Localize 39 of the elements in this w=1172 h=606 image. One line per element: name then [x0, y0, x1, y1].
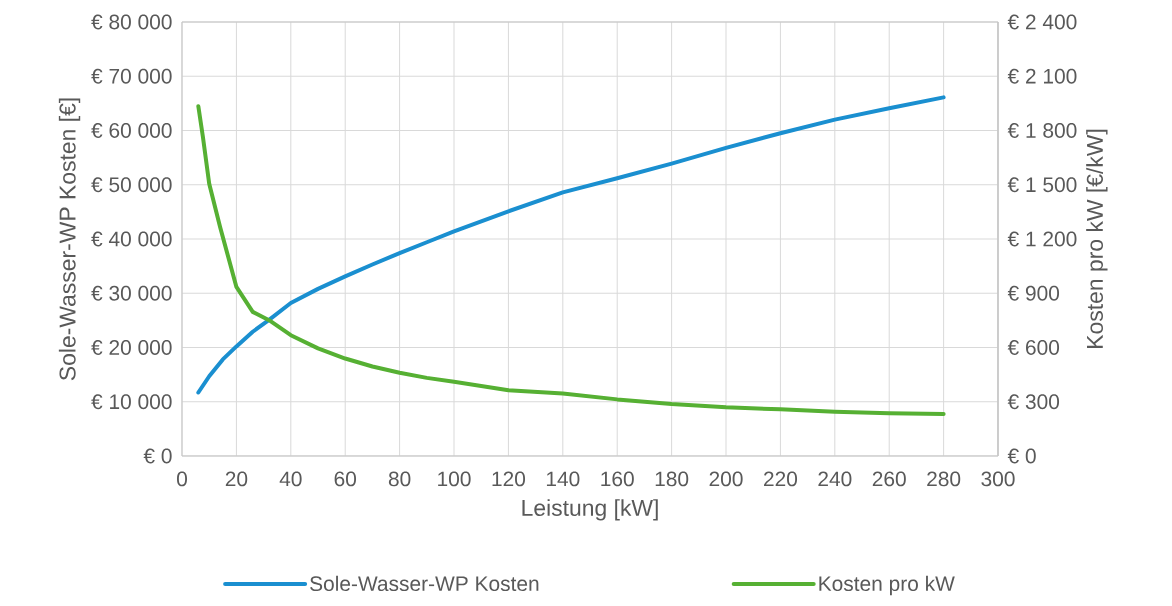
y2-axis-title: Kosten pro kW [€/kW] — [1086, 129, 1108, 348]
x-tick-label: 260 — [872, 471, 906, 487]
y2-tick-label: € 2 100 — [1007, 68, 1077, 84]
y2-tick-label: € 1 500 — [1007, 177, 1077, 193]
y-tick-label: € 0 — [143, 448, 172, 464]
y-tick-label: € 30 000 — [91, 285, 172, 301]
y2-tick-label: € 1 200 — [1007, 231, 1077, 247]
y-tick-label: € 40 000 — [91, 231, 172, 247]
x-axis-title: Leistung [kW] — [522, 499, 658, 521]
x-tick-label: 140 — [546, 471, 580, 487]
x-tick-label: 100 — [438, 471, 471, 487]
x-tick-label: 200 — [709, 471, 743, 487]
y-tick-label: € 60 000 — [91, 123, 172, 138]
x-tick-label: 0 — [177, 471, 187, 487]
x-tick-label: 160 — [601, 471, 634, 487]
y2-tick-label: € 1 800 — [1007, 123, 1077, 138]
x-tick-label: 40 — [279, 471, 302, 487]
x-tick-label: 240 — [818, 471, 852, 487]
y2-tick-label: € 0 — [1007, 448, 1036, 464]
legend-label: Sole-Wasser-WP Kosten — [310, 575, 539, 592]
y-tick-label: € 80 000 — [91, 14, 172, 30]
x-tick-label: 180 — [655, 471, 689, 487]
y-tick-label: € 70 000 — [91, 68, 172, 84]
y2-tick-label: € 900 — [1007, 285, 1060, 301]
x-tick-label: 300 — [981, 471, 1015, 487]
x-tick-label: 220 — [764, 471, 798, 487]
x-tick-label: 120 — [492, 471, 526, 487]
y-tick-label: € 10 000 — [91, 394, 172, 410]
y-axis-title: Sole-Wasser-WP Kosten [€] — [58, 98, 81, 381]
y-tick-label: € 50 000 — [91, 177, 172, 193]
x-tick-label: 80 — [388, 471, 411, 487]
x-tick-label: 20 — [225, 471, 248, 487]
legend-label: Kosten pro kW — [819, 575, 955, 596]
y2-tick-label: € 300 — [1007, 394, 1060, 410]
x-tick-label: 60 — [334, 471, 357, 487]
y2-tick-label: € 600 — [1007, 340, 1060, 355]
x-tick-label: 280 — [927, 471, 961, 487]
y2-tick-label: € 2 400 — [1007, 14, 1077, 30]
y-tick-label: € 20 000 — [91, 340, 172, 355]
